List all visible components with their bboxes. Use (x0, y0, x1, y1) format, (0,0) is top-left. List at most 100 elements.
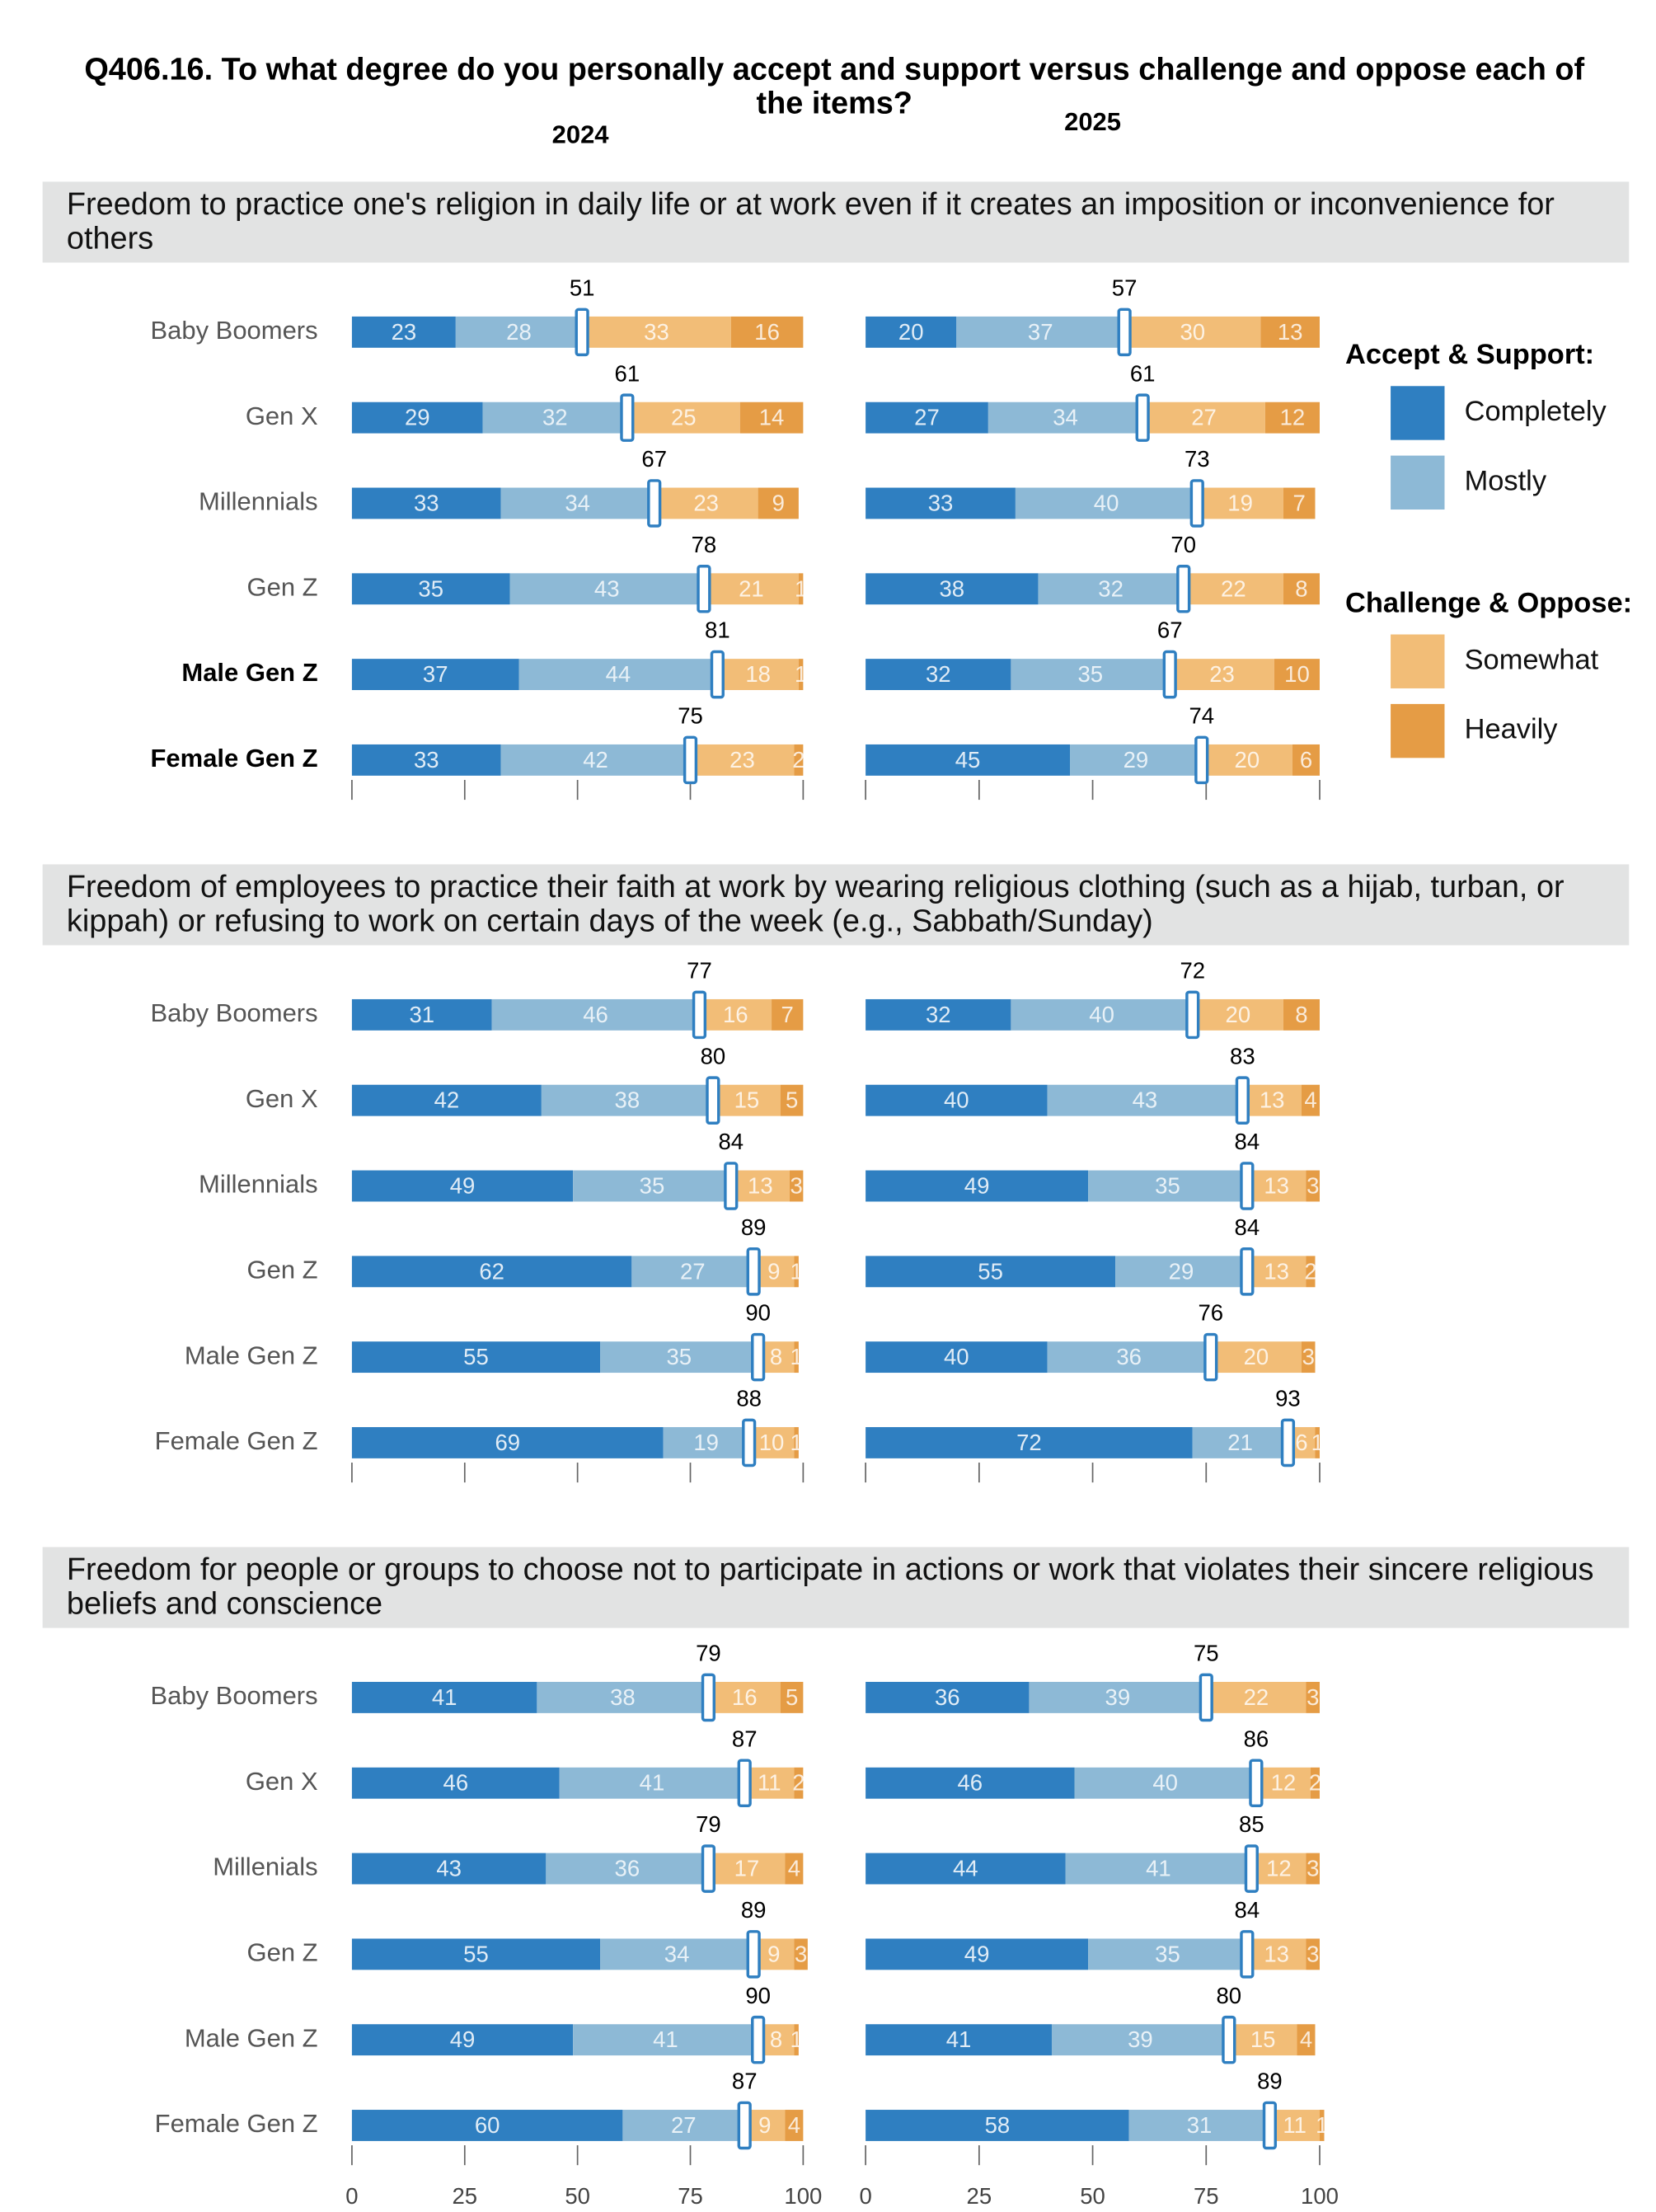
x-tick-label: 100 (1301, 2183, 1339, 2209)
total-label: 72 (1180, 958, 1205, 984)
bar-segment (866, 1256, 1116, 1288)
value-label: 72 (1016, 1430, 1042, 1455)
total-marker (1240, 1930, 1255, 1979)
value-label: 35 (1155, 1941, 1180, 1966)
value-label: 34 (1053, 405, 1078, 430)
bar-segment (781, 1682, 804, 1713)
value-label: 20 (1244, 1344, 1269, 1369)
bar-segment (351, 1084, 542, 1116)
value-label: 10 (1284, 661, 1310, 687)
bar-segment (1283, 487, 1316, 519)
bar-segment (351, 998, 492, 1031)
value-label: 46 (958, 1770, 983, 1796)
value-label: 5 (786, 1087, 798, 1113)
bar-segment (866, 1853, 1066, 1885)
x-tick-label: 0 (859, 2183, 871, 2209)
total-marker (1185, 990, 1200, 1040)
bar-segment (1065, 1853, 1252, 1885)
bar-segment (1183, 573, 1283, 605)
bar-segment (500, 487, 654, 519)
value-label: 35 (418, 575, 443, 601)
total-marker (1262, 2101, 1278, 2150)
bar-segment (351, 659, 519, 691)
value-label: 21 (739, 575, 764, 601)
bar-segment (794, 744, 804, 776)
bar-segment (482, 402, 627, 434)
value-label: 69 (495, 1430, 520, 1455)
bar-segment (351, 1170, 574, 1202)
value-label: 43 (436, 1856, 462, 1881)
value-label: 11 (1283, 2112, 1307, 2138)
legend-group-title: Accept & Support: (1345, 339, 1594, 370)
bar-segment (1197, 487, 1283, 519)
bar-segment (351, 1341, 601, 1374)
total-label: 87 (732, 2069, 758, 2094)
x-tick-label: 50 (1080, 2183, 1105, 2209)
bar-segment (1074, 1767, 1256, 1799)
total-label: 67 (641, 446, 667, 472)
bar-segment (1011, 998, 1193, 1031)
bar-segment (631, 1256, 754, 1288)
value-label: 13 (1264, 1941, 1289, 1966)
total-label: 77 (687, 958, 712, 984)
total-label: 57 (1112, 275, 1138, 300)
category-label: Gen Z (247, 1938, 318, 1967)
legend-label: Mostly (1465, 465, 1547, 496)
total-marker (1222, 2015, 1236, 2064)
x-tick-label: 25 (452, 2183, 477, 2209)
bar-segment (455, 316, 583, 348)
bar-segment (866, 316, 957, 348)
value-label: 1 (790, 1258, 803, 1284)
value-label: 11 (758, 1770, 781, 1796)
value-label: 12 (1271, 1770, 1297, 1796)
bar-segment (1246, 1256, 1307, 1288)
total-label: 61 (1130, 360, 1156, 386)
category-label: Female Gen Z (155, 2109, 318, 2138)
total-marker (701, 1673, 716, 1722)
total-label: 76 (1198, 1300, 1223, 1326)
bar-segment (748, 1426, 795, 1458)
total-label: 74 (1189, 703, 1214, 729)
legend-swatch (1391, 455, 1445, 510)
bar-segment (1306, 1256, 1316, 1288)
total-label: 80 (701, 1043, 726, 1068)
total-label: 84 (1235, 1897, 1260, 1923)
bar-segment (785, 1853, 804, 1885)
value-label: 29 (405, 405, 430, 430)
total-label: 79 (696, 1641, 721, 1666)
value-label: 3 (1302, 1344, 1315, 1369)
value-label: 41 (640, 1770, 665, 1796)
bar-segment (1088, 1938, 1247, 1970)
total-marker (1189, 479, 1204, 528)
category-label: Gen X (246, 1767, 318, 1796)
value-label: 43 (594, 575, 620, 601)
bar-segment (690, 744, 795, 776)
total-marker (742, 1418, 757, 1468)
value-label: 1 (795, 661, 807, 687)
value-label: 31 (1187, 2112, 1213, 2138)
total-label: 84 (1235, 1214, 1260, 1240)
section-title-box: Freedom for people or groups to choose n… (67, 1552, 1594, 1620)
bar-segment (1038, 573, 1184, 605)
value-label: 46 (443, 1770, 469, 1796)
value-label: 58 (985, 2112, 1011, 2138)
x-tick-label: 25 (967, 2183, 992, 2209)
total-marker (620, 393, 635, 442)
bar-segment (744, 1767, 795, 1799)
value-label: 12 (1266, 1856, 1292, 1881)
bar-segment (866, 998, 1011, 1031)
value-label: 27 (1191, 405, 1217, 430)
bar-segment (537, 1682, 709, 1713)
value-label: 9 (767, 1258, 780, 1284)
total-label: 67 (1157, 618, 1183, 643)
bar-segment (1246, 1170, 1307, 1202)
value-label: 12 (1280, 405, 1306, 430)
bar-segment (956, 316, 1125, 348)
bar-segment (866, 744, 1071, 776)
value-label: 39 (1128, 2026, 1153, 2052)
total-label: 87 (732, 1726, 758, 1751)
bar-segment (866, 659, 1011, 691)
value-label: 3 (1307, 1941, 1319, 1966)
bar-segment (351, 1853, 547, 1885)
bar-segment (1201, 744, 1292, 776)
